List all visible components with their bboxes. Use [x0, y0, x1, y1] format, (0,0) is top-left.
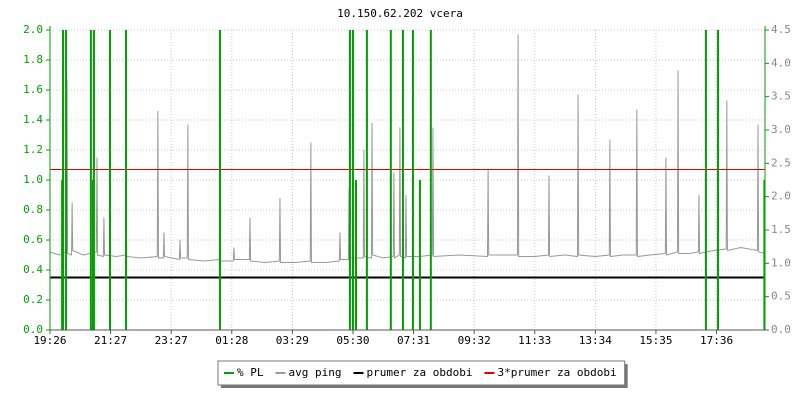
ping-line: [49, 34, 766, 264]
y2-tick-label: 1.0: [771, 256, 791, 269]
legend-label: prumer za obdobi: [366, 366, 472, 379]
pl-bar: [411, 30, 414, 330]
pl-bar: [401, 30, 404, 330]
pl-bar: [704, 30, 707, 330]
x-tick-label: 21:27: [94, 334, 127, 347]
y-tick-label: 0.4: [23, 263, 43, 276]
x-tick-label: 23:27: [155, 334, 188, 347]
y-tick-label: 0.8: [23, 203, 43, 216]
y2-tick-label: 4.0: [771, 56, 791, 69]
pl-bar: [62, 30, 65, 330]
y-tick-label: 1.8: [23, 53, 43, 66]
y2-tick-label: 2.5: [771, 156, 791, 169]
x-tick-label: 05:30: [336, 334, 369, 347]
pl-bar: [389, 30, 392, 330]
x-tick-label: 19:26: [33, 334, 66, 347]
x-tick-label: 03:29: [276, 334, 309, 347]
legend-box: [217, 360, 626, 386]
y-tick-label: 1.6: [23, 83, 43, 96]
pl-bar: [92, 30, 95, 330]
pl-bar: [125, 30, 128, 330]
y-tick-label: 0.6: [23, 233, 43, 246]
y-tick-label: 0.0: [23, 323, 43, 336]
legend-label: % PL: [237, 366, 264, 379]
x-tick-label: 11:33: [518, 334, 551, 347]
x-tick-label: 07:31: [397, 334, 430, 347]
x-tick-label: 13:34: [579, 334, 612, 347]
y2-tick-label: 4.5: [771, 23, 791, 36]
pl-bar: [418, 180, 421, 330]
legend-label: 3*prumer za obdobi: [497, 366, 616, 379]
x-tick-label: 15:35: [639, 334, 672, 347]
y-tick-label: 0.2: [23, 293, 43, 306]
y2-tick-label: 3.0: [771, 123, 791, 136]
pl-bar: [429, 30, 432, 330]
x-tick-label: 01:28: [215, 334, 248, 347]
y2-tick-label: 1.5: [771, 223, 791, 236]
pl-bar: [65, 30, 68, 330]
y2-tick-label: 0.0: [771, 323, 791, 336]
y-tick-label: 1.2: [23, 143, 43, 156]
pl-bar: [89, 30, 92, 330]
x-tick-label: 09:32: [458, 334, 491, 347]
legend: % PL avg ping prumer za obdobi 3*prumer za …: [217, 360, 628, 388]
y-tick-label: 1.4: [23, 113, 43, 126]
pl-bar: [348, 30, 351, 330]
y2-tick-label: 0.5: [771, 290, 791, 303]
y-tick-label: 2.0: [23, 23, 43, 36]
pl-bar: [108, 30, 111, 330]
y2-tick-label: 3.5: [771, 90, 791, 103]
x-tick-label: 17:36: [700, 334, 733, 347]
y-tick-label: 1.0: [23, 173, 43, 186]
pl-bar: [717, 30, 720, 330]
pl-bar: [218, 30, 221, 330]
pl-bar: [763, 180, 766, 330]
chart-title: 10.150.62.202 vcera: [337, 7, 463, 20]
legend-label: avg ping: [289, 366, 342, 379]
pl-bar: [365, 30, 368, 330]
y2-tick-label: 2.0: [771, 190, 791, 203]
pl-bar: [351, 30, 354, 330]
pl-bar: [354, 180, 357, 330]
